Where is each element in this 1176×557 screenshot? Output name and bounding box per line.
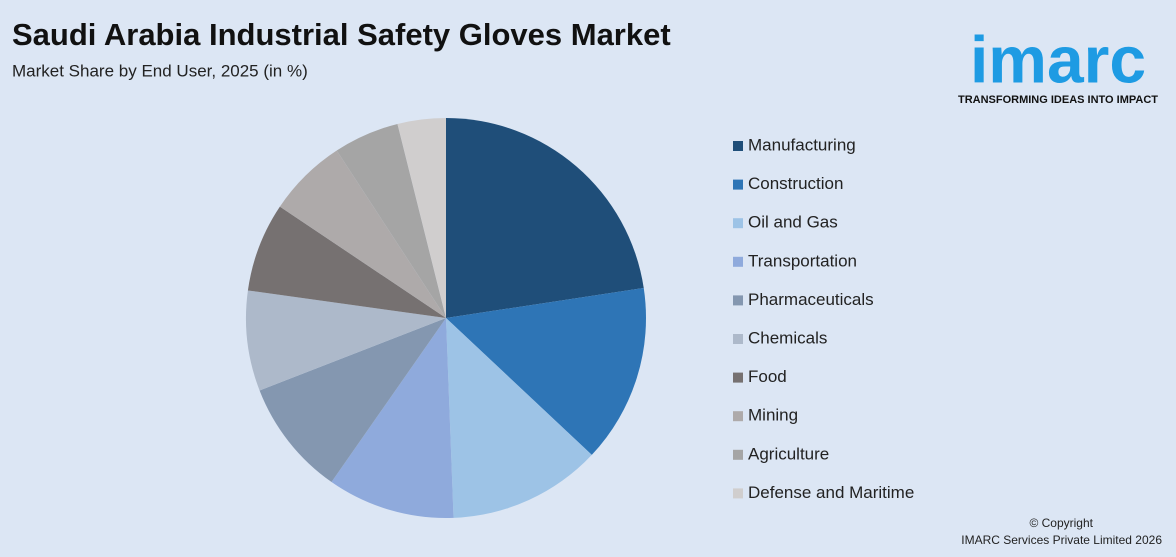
pie-slice	[446, 318, 592, 518]
logo: imarc	[970, 22, 1146, 96]
legend-label: Defense and Maritime	[748, 483, 914, 502]
legend-swatch	[733, 295, 743, 306]
pie-slice	[397, 118, 446, 318]
pie-slice	[446, 118, 644, 318]
legend-label: Food	[748, 367, 787, 386]
legend-label: Transportation	[748, 251, 857, 270]
legend-label: Construction	[748, 174, 843, 193]
legend-swatch	[733, 179, 743, 190]
legend-swatch	[733, 256, 743, 267]
legend-label: Agriculture	[748, 444, 829, 463]
legend-label: Chemicals	[748, 328, 827, 347]
pie-slice	[247, 206, 446, 318]
pie-slice	[331, 318, 454, 518]
legend-swatch	[733, 449, 743, 460]
pie-slice	[336, 123, 446, 319]
legend-swatch	[733, 372, 743, 383]
legend-swatch	[733, 141, 743, 151]
legend-swatch	[733, 411, 743, 422]
legend-label: Manufacturing	[748, 135, 856, 154]
chart-subtitle: Market Share by End User, 2025 (in %)	[12, 61, 308, 80]
copyright: IMARC Services Private Limited 2026	[961, 533, 1162, 547]
chart-title: Saudi Arabia Industrial Safety Gloves Ma…	[12, 17, 671, 52]
pie-slice	[246, 290, 446, 391]
legend-label: Mining	[748, 406, 798, 425]
pie-slice	[259, 318, 446, 482]
copyright: © Copyright	[1029, 516, 1093, 530]
pie-slice	[446, 287, 646, 455]
legend-label: Pharmaceuticals	[748, 290, 874, 309]
logo-tagline: TRANSFORMING IDEAS INTO IMPACT	[958, 94, 1158, 106]
legend-swatch	[733, 488, 743, 499]
legend-label: Oil and Gas	[748, 213, 838, 232]
pie-slice	[279, 150, 446, 318]
legend-swatch	[733, 334, 743, 344]
legend-swatch	[733, 218, 743, 229]
